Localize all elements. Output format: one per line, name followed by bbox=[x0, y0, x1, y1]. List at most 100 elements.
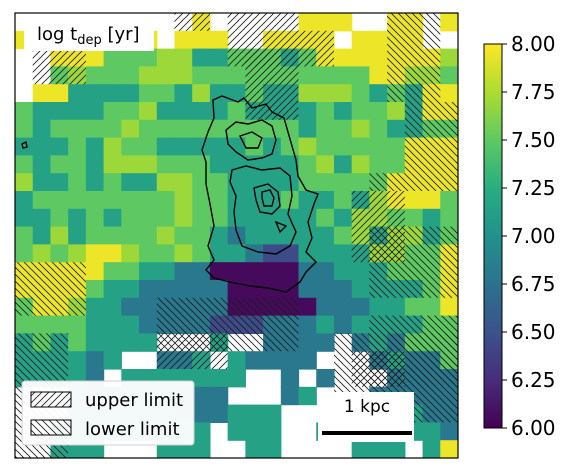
heatmap-cell bbox=[333, 66, 353, 85]
heatmap-cell bbox=[209, 226, 229, 245]
heatmap-cell bbox=[121, 155, 140, 174]
heatmap-cell bbox=[440, 66, 458, 85]
heatmap-cell bbox=[121, 333, 140, 352]
heatmap-cell bbox=[333, 48, 353, 67]
contour-mid-1 bbox=[225, 119, 277, 161]
heatmap-cell bbox=[387, 137, 406, 156]
heatmap-cell bbox=[209, 369, 229, 388]
heatmap-cell bbox=[263, 422, 282, 441]
heatmap-cell bbox=[351, 137, 370, 156]
heatmap-cell bbox=[351, 30, 370, 50]
heatmap-cell bbox=[440, 48, 458, 67]
heatmap-cell bbox=[32, 173, 52, 192]
heatmap-cell bbox=[280, 351, 300, 370]
heatmap-cell bbox=[369, 119, 388, 139]
heatmap-cell bbox=[422, 422, 441, 441]
heatmap-cell bbox=[209, 173, 229, 192]
heatmap-cell bbox=[351, 102, 370, 121]
heatmap-cell bbox=[333, 137, 353, 156]
heatmap-cell bbox=[192, 262, 211, 281]
heatmap-cell bbox=[139, 48, 158, 67]
heatmap-cell bbox=[121, 191, 140, 210]
heatmap-cell bbox=[156, 119, 176, 139]
heatmap-cell bbox=[192, 280, 211, 299]
heatmap-cell bbox=[68, 333, 87, 352]
heatmap-cell bbox=[85, 244, 105, 263]
heatmap-cell bbox=[85, 48, 105, 67]
heatmap-cell bbox=[139, 333, 158, 352]
heatmap-cell bbox=[50, 226, 69, 245]
heatmap-cell bbox=[263, 404, 282, 423]
heatmap-cell bbox=[15, 119, 34, 139]
heatmap-cell bbox=[369, 48, 388, 67]
heatmap-cell bbox=[85, 315, 105, 334]
heatmap-cell bbox=[422, 297, 441, 317]
heatmap-cell bbox=[121, 244, 140, 263]
heatmap-cell bbox=[68, 244, 87, 263]
heatmap-cell bbox=[333, 84, 353, 103]
heatmap-cell bbox=[316, 137, 335, 156]
heatmap-cell bbox=[280, 191, 300, 210]
heatmap-cell bbox=[245, 404, 264, 423]
heatmap-cell bbox=[192, 119, 211, 139]
upper-limit-hatch bbox=[32, 48, 86, 85]
heatmap-cell bbox=[68, 351, 87, 370]
heatmap-cell bbox=[209, 119, 229, 139]
heatmap-cell bbox=[50, 191, 69, 210]
heatmap-cell bbox=[351, 84, 370, 103]
heatmap-cell bbox=[156, 137, 176, 156]
heatmap-cell bbox=[245, 226, 264, 245]
heatmap-cell bbox=[85, 137, 105, 156]
heatmap-cell bbox=[103, 137, 122, 156]
heatmap-cell bbox=[139, 208, 158, 228]
heatmap-cell bbox=[192, 30, 211, 50]
heatmap-cell bbox=[369, 102, 388, 121]
heatmap-cell bbox=[245, 191, 264, 210]
heatmap-cell bbox=[174, 102, 193, 121]
upper-limit-hatch bbox=[174, 13, 210, 31]
heatmap-cell bbox=[298, 208, 317, 228]
heatmap-cell bbox=[280, 262, 300, 281]
heatmap-cell bbox=[227, 262, 246, 281]
lower-limit-hatch bbox=[387, 13, 441, 102]
heatmap-cell bbox=[351, 297, 370, 317]
heatmap-cell bbox=[156, 208, 176, 228]
heatmap-cell bbox=[387, 102, 406, 121]
heatmap-cell bbox=[369, 84, 388, 103]
heatmap-cell bbox=[50, 208, 69, 228]
heatmap-cell bbox=[192, 404, 211, 423]
heatmap-cell bbox=[121, 137, 140, 156]
heatmap-cell bbox=[351, 66, 370, 85]
heatmap-cell bbox=[103, 226, 122, 245]
heatmap-cell bbox=[121, 280, 140, 299]
heatmap-cell bbox=[156, 173, 176, 192]
colorbar-tick-label: 6.25 bbox=[511, 368, 556, 392]
heatmap-cell bbox=[103, 333, 122, 352]
heatmap-cell bbox=[139, 262, 158, 281]
heatmap-cell bbox=[227, 84, 246, 103]
heatmap-cell bbox=[316, 13, 335, 32]
heatmap-cell bbox=[139, 226, 158, 245]
heatmap-cell bbox=[316, 66, 335, 85]
heatmap-cell bbox=[245, 440, 264, 458]
heatmap-cell bbox=[316, 102, 335, 121]
heatmap-cell bbox=[280, 369, 300, 388]
lower-limit-hatch bbox=[15, 262, 86, 316]
heatmap-cell bbox=[15, 102, 34, 121]
heatmap-cell bbox=[227, 137, 246, 156]
heatmap-cell bbox=[103, 262, 122, 281]
heatmap-cell bbox=[351, 315, 370, 334]
heatmap-cell bbox=[298, 315, 317, 334]
heatmap-cell bbox=[103, 173, 122, 192]
heatmap-cell bbox=[192, 137, 211, 156]
heatmap-cell bbox=[316, 244, 335, 263]
heatmap-cell bbox=[174, 173, 193, 192]
heatmap-cell bbox=[263, 351, 282, 370]
heatmap-cell bbox=[156, 48, 176, 67]
heatmap-cell bbox=[263, 262, 282, 281]
heatmap-cell bbox=[139, 297, 158, 317]
heatmap-cell bbox=[422, 208, 441, 228]
heatmap-cell bbox=[316, 315, 335, 334]
heatmap-cell bbox=[298, 351, 317, 370]
heatmap-cell bbox=[85, 351, 105, 370]
